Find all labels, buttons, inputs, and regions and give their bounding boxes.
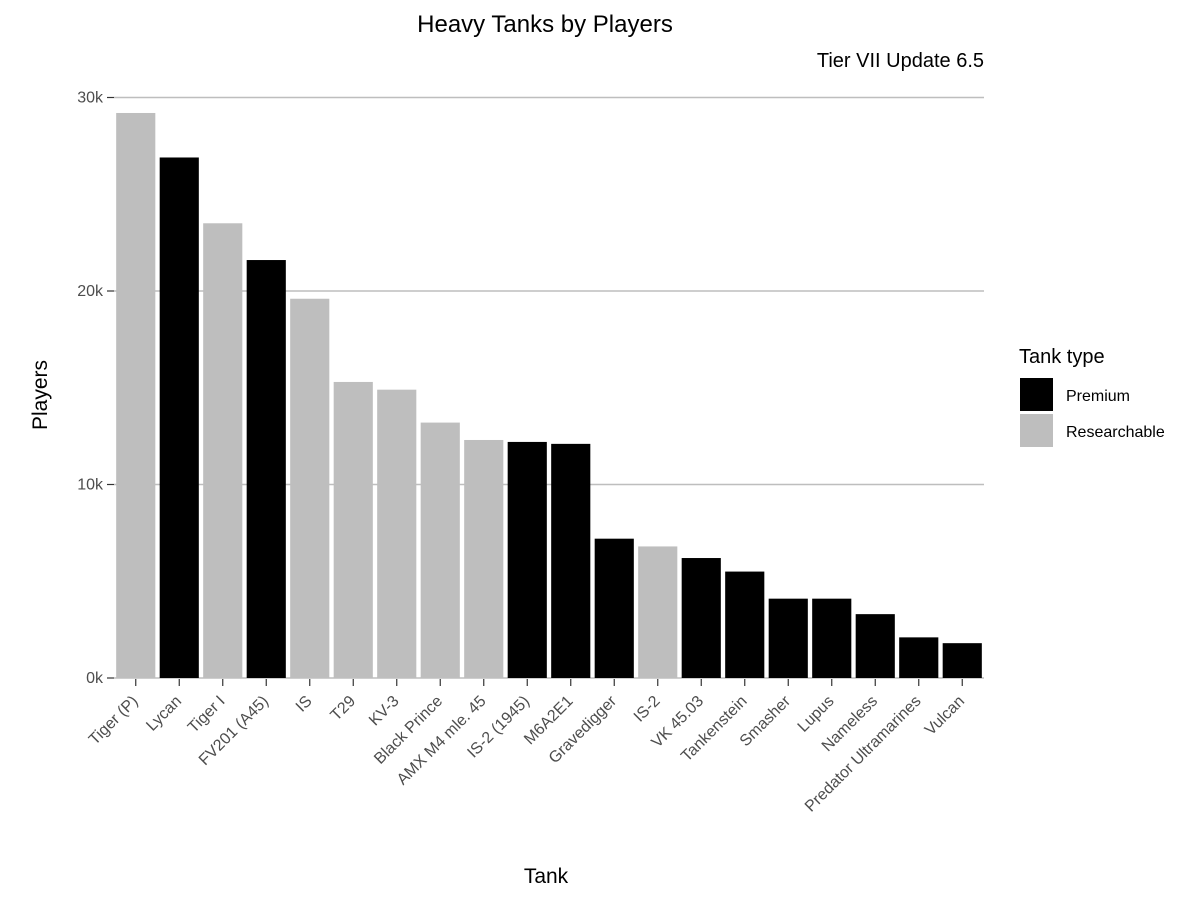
x-tick-label-1: Lycan xyxy=(143,693,185,735)
bar-11 xyxy=(594,538,634,678)
legend: Tank type Premium Researchable xyxy=(1019,346,1165,447)
bar-17 xyxy=(855,614,895,678)
x-tick-label-16: Lupus xyxy=(795,693,838,736)
bar-4 xyxy=(290,298,330,678)
x-tick-label-12: IS-2 xyxy=(631,693,664,726)
x-tick-label-19: Vulcan xyxy=(922,693,968,739)
chart-title: Heavy Tanks by Players xyxy=(417,11,673,38)
legend-swatch-researchable xyxy=(1020,414,1053,447)
bar-9 xyxy=(507,441,547,678)
gridlines xyxy=(114,96,984,679)
bar-3 xyxy=(246,260,286,678)
bar-7 xyxy=(420,422,460,678)
y-tick-label-0: 0k xyxy=(86,670,104,687)
bar-15 xyxy=(768,598,808,678)
y-axis-title: Players xyxy=(29,360,52,430)
legend-label-premium: Premium xyxy=(1066,388,1130,405)
x-tick-label-0: Tiger (P) xyxy=(86,693,142,749)
legend-swatch-premium xyxy=(1020,378,1053,411)
bars xyxy=(116,112,982,679)
y-tick-label-2: 20k xyxy=(77,283,104,300)
x-tick-label-6: KV-3 xyxy=(366,693,403,730)
bar-13 xyxy=(681,558,721,678)
bar-12 xyxy=(638,546,678,678)
y-axis: 0k 10k 20k 30k xyxy=(77,90,114,687)
bar-14 xyxy=(725,571,765,678)
x-tick-label-5: T29 xyxy=(328,693,360,725)
bar-10 xyxy=(551,443,591,678)
bar-19 xyxy=(942,643,982,678)
bar-2 xyxy=(203,223,243,678)
legend-title: Tank type xyxy=(1019,346,1105,368)
bar-18 xyxy=(899,637,939,678)
x-tick-label-4: IS xyxy=(293,693,316,716)
y-tick-label-3: 30k xyxy=(77,90,104,107)
bar-6 xyxy=(377,389,417,678)
legend-label-researchable: Researchable xyxy=(1066,424,1165,441)
bar-8 xyxy=(464,439,504,678)
y-tick-label-1: 10k xyxy=(77,477,104,494)
x-axis-title: Tank xyxy=(524,865,569,888)
bar-0 xyxy=(116,112,156,679)
bar-5 xyxy=(333,381,373,678)
bar-1 xyxy=(159,157,199,679)
chart-subtitle: Tier VII Update 6.5 xyxy=(817,50,984,72)
bar-16 xyxy=(812,598,852,678)
